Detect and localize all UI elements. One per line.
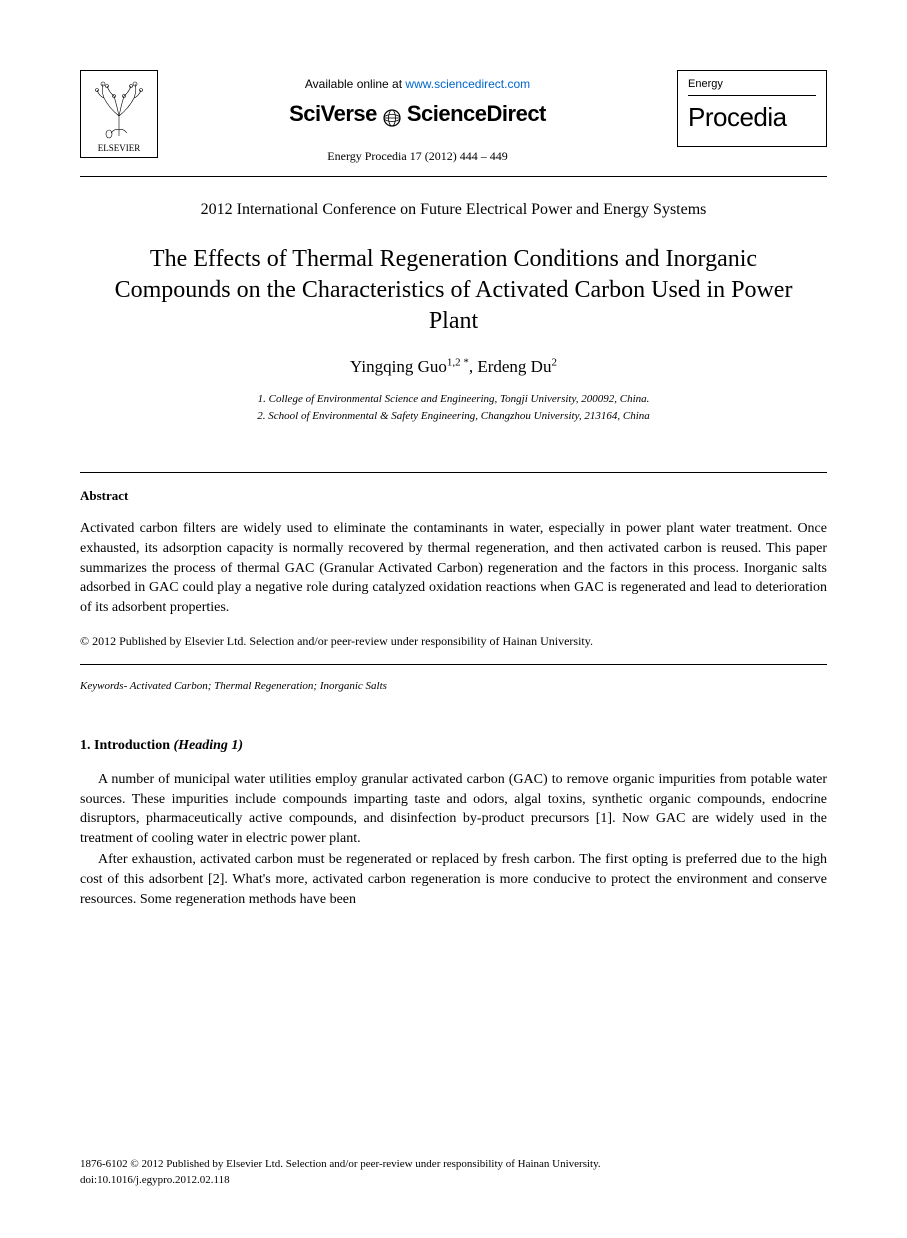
sciverse-brand: SciVerse ScienceDirect	[170, 99, 665, 130]
paper-page: ELSEVIER Available online at www.science…	[0, 0, 907, 1238]
available-online: Available online at www.sciencedirect.co…	[170, 76, 665, 93]
footer-copyright: 1876-6102 © 2012 Published by Elsevier L…	[80, 1157, 827, 1172]
sciencedirect-link[interactable]: www.sciencedirect.com	[405, 77, 530, 91]
author-2-sup: 2	[551, 357, 557, 369]
author-2: , Erdeng Du	[469, 357, 552, 376]
top-divider	[80, 176, 827, 177]
paper-title: The Effects of Thermal Regeneration Cond…	[80, 244, 827, 338]
header-section: ELSEVIER Available online at www.science…	[80, 70, 827, 164]
intro-para-2: After exhaustion, activated carbon must …	[80, 850, 827, 909]
copyright-text: © 2012 Published by Elsevier Ltd. Select…	[80, 633, 827, 650]
elsevier-tree-icon	[89, 78, 149, 140]
journal-reference: Energy Procedia 17 (2012) 444 – 449	[170, 148, 665, 165]
abstract-heading: Abstract	[80, 487, 827, 505]
sciverse-text-1: SciVerse	[289, 99, 377, 130]
conference-name: 2012 International Conference on Future …	[80, 199, 827, 221]
sciverse-text-2: ScienceDirect	[407, 99, 546, 130]
elsevier-logo: ELSEVIER	[80, 70, 158, 158]
page-footer: 1876-6102 © 2012 Published by Elsevier L…	[80, 1157, 827, 1188]
abstract-text: Activated carbon filters are widely used…	[80, 519, 827, 617]
author-1: Yingqing Guo	[350, 357, 447, 376]
introduction-heading: 1. Introduction (Heading 1)	[80, 736, 827, 756]
elsevier-label: ELSEVIER	[98, 142, 141, 155]
available-text: Available online at	[305, 77, 406, 91]
procedia-box: Energy Procedia	[677, 70, 827, 147]
author-1-sup: 1,2 *	[447, 357, 469, 369]
affiliations: 1. College of Environmental Science and …	[80, 391, 827, 424]
section-divider-1	[80, 472, 827, 473]
intro-number: 1. Introduction	[80, 738, 173, 753]
intro-heading-style: (Heading 1)	[173, 738, 243, 753]
section-divider-2	[80, 664, 827, 665]
procedia-title: Procedia	[688, 99, 816, 135]
footer-doi: doi:10.1016/j.egypro.2012.02.118	[80, 1173, 827, 1188]
intro-para-1: A number of municipal water utilities em…	[80, 770, 827, 848]
keywords: Keywords- Activated Carbon; Thermal Rege…	[80, 679, 827, 694]
procedia-category: Energy	[688, 77, 816, 96]
affiliation-1: 1. College of Environmental Science and …	[80, 391, 827, 408]
sciverse-globe-icon	[383, 105, 401, 123]
affiliation-2: 2. School of Environmental & Safety Engi…	[80, 408, 827, 425]
authors: Yingqing Guo1,2 *, Erdeng Du2	[80, 355, 827, 379]
center-header: Available online at www.sciencedirect.co…	[158, 70, 677, 164]
